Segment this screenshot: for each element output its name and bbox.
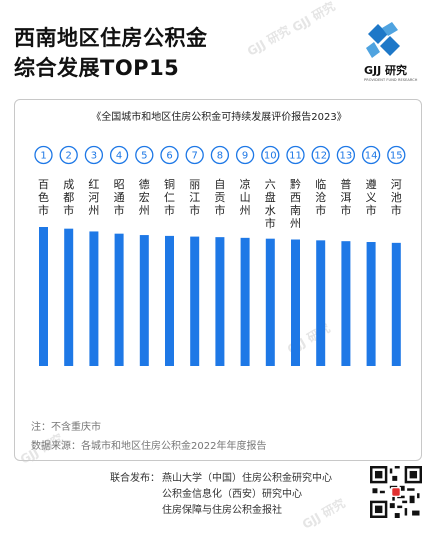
- rank-label: 2: [66, 151, 72, 162]
- logo-icon: [366, 22, 400, 58]
- category-label: 黔西南州: [290, 177, 301, 230]
- joint-item: 住房保障与住房公积金报社: [162, 505, 282, 516]
- joint-label: 联合发布：: [110, 473, 160, 484]
- bar-chart: 1 百色市 2 成都市 3 红河州 4 昭通市 5 德宏州 6 铜仁市 7 丽江市 8 自贡市 9 凉山州 10 六盘…: [34, 145, 406, 366]
- watermark: GJJ 研究: [244, 23, 293, 59]
- bar: [240, 237, 250, 366]
- category-label: 自贡市: [214, 178, 225, 217]
- category-label: 六盘水市: [265, 178, 276, 230]
- bar: [366, 242, 376, 366]
- rank-label: 12: [314, 151, 327, 162]
- chart-title: 《全国城市和地区住房公积金可持续发展评价报告2023》: [91, 112, 347, 123]
- rank-label: 10: [264, 151, 277, 162]
- joint-item: 燕山大学（中国）住房公积金研究中心: [162, 473, 332, 484]
- bar: [215, 237, 225, 366]
- rank-label: 4: [116, 151, 122, 162]
- rank-badge: 14: [361, 145, 381, 165]
- bar: [114, 233, 124, 366]
- note-source: 数据来源：各城市和地区住房公积金2022年年度报告: [31, 441, 267, 452]
- watermark: GJJ 研究: [289, 0, 338, 35]
- category-label: 铜仁市: [164, 177, 175, 217]
- category-label: 成都市: [63, 178, 74, 217]
- rank-label: 7: [192, 151, 198, 162]
- category-label: 河池市: [391, 178, 402, 217]
- logo-text: GJJ 研究: [364, 64, 408, 77]
- rank-label: 9: [242, 151, 248, 162]
- bar: [291, 239, 300, 366]
- rank-label: 5: [141, 151, 147, 162]
- title-line-1: 西南地区住房公积金: [14, 26, 208, 50]
- bar: [139, 235, 149, 366]
- joint-release: 联合发布： 燕山大学（中国）住房公积金研究中心 公积金信息化（西安）研究中心 住房…: [110, 471, 332, 519]
- category-label: 丽江市: [189, 178, 200, 217]
- rank-label: 14: [365, 151, 378, 162]
- rank-badge: 6: [160, 145, 179, 165]
- rank-badge: 7: [185, 145, 204, 165]
- rank-badge: 3: [84, 145, 104, 165]
- rank-badge: 9: [235, 145, 255, 165]
- bar: [89, 231, 99, 366]
- rank-badge: 8: [210, 145, 230, 165]
- joint-item: 公积金信息化（西安）研究中心: [162, 489, 302, 500]
- rank-label: 1: [40, 151, 46, 162]
- logo-subtext: PROVIDENT FUND RESEARCH: [364, 78, 418, 82]
- category-label: 遵义市: [366, 177, 377, 217]
- gjj-logo: GJJ 研究 PROVIDENT FUND RESEARCH: [358, 20, 422, 82]
- category-label: 凉山州: [240, 177, 251, 217]
- bar: [39, 227, 48, 366]
- category-label: 百色市: [38, 178, 49, 217]
- rank-badge: 15: [387, 145, 406, 165]
- bar: [341, 241, 351, 366]
- bar: [64, 228, 74, 366]
- rank-label: 13: [340, 151, 353, 162]
- rank-label: 15: [390, 151, 403, 162]
- bar: [391, 242, 401, 366]
- qr-center-icon: [392, 488, 400, 496]
- qr-code: [370, 466, 422, 518]
- category-label: 红河州: [88, 178, 99, 217]
- rank-badge: 5: [135, 145, 154, 165]
- rank-badge: 2: [59, 145, 78, 165]
- category-label: 德宏州: [139, 177, 150, 217]
- rank-badge: 13: [336, 145, 356, 165]
- rank-label: 3: [91, 151, 97, 162]
- rank-badge: 12: [311, 145, 330, 165]
- rank-badge: 10: [261, 145, 280, 165]
- bar: [190, 236, 200, 366]
- title-line-2: 综合发展TOP15: [14, 56, 180, 80]
- bar: [165, 235, 174, 366]
- note-excluded: 注：不含重庆市: [31, 422, 101, 433]
- rank-label: 8: [217, 151, 223, 162]
- chart-panel: 《全国城市和地区住房公积金可持续发展评价报告2023》 1 百色市 2 成都市 3 红河州…: [14, 99, 422, 461]
- category-label: 临沧市: [315, 177, 326, 217]
- bar: [265, 238, 275, 366]
- rank-label: 11: [289, 151, 302, 162]
- rank-badge: 11: [286, 145, 305, 165]
- rank-label: 6: [166, 151, 172, 162]
- rank-badge: 4: [109, 145, 129, 165]
- bar: [316, 240, 326, 366]
- rank-badge: 1: [34, 145, 53, 165]
- category-label: 昭通市: [114, 178, 125, 217]
- category-label: 普洱市: [340, 177, 351, 217]
